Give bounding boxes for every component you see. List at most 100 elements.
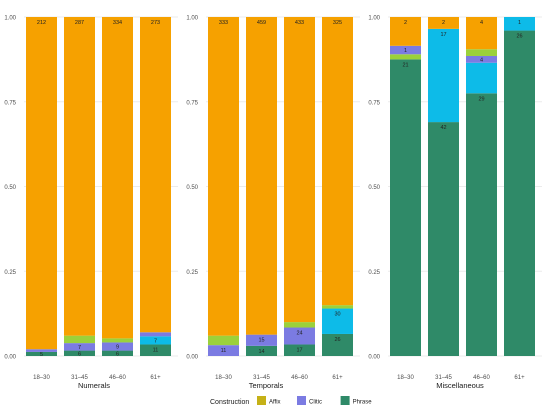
bar-segment xyxy=(322,17,353,306)
bar-segment xyxy=(428,17,459,29)
bar-segment xyxy=(390,17,421,46)
data-label: 4 xyxy=(480,57,483,63)
bar-segment xyxy=(504,30,535,357)
data-label: 6 xyxy=(116,351,119,357)
data-label: 5 xyxy=(40,352,43,358)
legend-label: Affix xyxy=(269,400,281,406)
bar-segment xyxy=(322,333,353,356)
y-tick-label: 0.00 xyxy=(368,355,380,361)
legend-swatch xyxy=(297,396,306,405)
data-label: 287 xyxy=(75,20,84,26)
data-label: 1 xyxy=(404,48,407,54)
panel-label: Temporals xyxy=(249,381,284,390)
bar-segment xyxy=(140,344,171,356)
x-tick-label: 46–60 xyxy=(109,375,126,381)
data-label: 333 xyxy=(219,20,228,26)
x-tick-label: 61+ xyxy=(150,375,161,381)
y-tick-label: 0.50 xyxy=(186,185,198,191)
y-tick-label: 0.75 xyxy=(368,100,380,106)
y-tick-label: 0.25 xyxy=(368,270,380,276)
data-label: 212 xyxy=(37,20,46,26)
legend-title: Construction xyxy=(210,399,249,406)
data-label: 17 xyxy=(296,347,302,353)
bar-segment xyxy=(26,349,57,352)
bar-segment xyxy=(466,17,497,50)
data-label: 42 xyxy=(440,125,446,131)
data-label: 14 xyxy=(258,349,264,355)
bar-segment xyxy=(246,17,277,335)
x-tick-label: 18–30 xyxy=(215,375,232,381)
data-label: 273 xyxy=(151,20,160,26)
bar-segment xyxy=(64,335,95,344)
data-label: 24 xyxy=(296,331,302,337)
bar-segment xyxy=(284,322,315,328)
data-label: 7 xyxy=(154,338,157,344)
x-tick-label: 18–30 xyxy=(33,375,50,381)
legend-swatch xyxy=(340,396,350,405)
data-label: 30 xyxy=(334,312,340,318)
data-label: 4 xyxy=(480,20,483,26)
bar-segment xyxy=(102,350,133,356)
bar-segment xyxy=(26,17,57,350)
data-label: 6 xyxy=(78,351,81,357)
data-label: 459 xyxy=(257,20,266,26)
bar-segment xyxy=(428,28,459,123)
panel-label: Miscellaneous xyxy=(436,381,484,390)
bar-segment xyxy=(208,345,239,356)
bar-segment xyxy=(64,343,95,351)
bar-segment xyxy=(26,351,57,356)
bar-segment xyxy=(284,17,315,323)
bar-segment xyxy=(64,350,95,356)
bar-segment xyxy=(102,338,133,343)
bar-segment xyxy=(208,17,239,336)
data-label: 26 xyxy=(334,337,340,343)
data-label: 29 xyxy=(478,96,484,102)
data-label: 2 xyxy=(404,20,407,26)
bar-segment xyxy=(102,342,133,351)
bar-segment xyxy=(102,17,133,339)
x-tick-label: 46–60 xyxy=(473,375,490,381)
data-label: 334 xyxy=(113,20,122,26)
x-tick-label: 18–30 xyxy=(397,375,414,381)
data-label: 9 xyxy=(116,345,119,351)
y-tick-label: 1.00 xyxy=(4,16,16,22)
panel-label: Numerals xyxy=(78,381,110,390)
legend-swatch xyxy=(257,396,266,405)
x-tick-label: 31–45 xyxy=(435,375,452,381)
bar-segment xyxy=(140,332,171,337)
bar-segment xyxy=(390,59,421,356)
x-tick-label: 46–60 xyxy=(291,375,308,381)
y-tick-label: 0.50 xyxy=(4,185,16,191)
data-label: 11 xyxy=(221,348,227,354)
y-tick-label: 0.00 xyxy=(4,355,16,361)
legend-label: Clitic xyxy=(309,400,322,406)
bar-segment xyxy=(284,344,315,356)
data-label: 7 xyxy=(78,345,81,351)
bar-segment xyxy=(140,17,171,333)
x-tick-label: 61+ xyxy=(332,375,343,381)
bar-segment xyxy=(504,17,535,31)
bar-segment xyxy=(208,335,239,346)
bar-segment xyxy=(466,62,497,94)
data-label: 325 xyxy=(333,20,342,26)
bar-segment xyxy=(428,122,459,356)
bar-segment xyxy=(390,54,421,60)
x-tick-label: 31–45 xyxy=(253,375,270,381)
bar-segment xyxy=(140,336,171,345)
bar-segment xyxy=(64,17,95,336)
y-tick-label: 1.00 xyxy=(186,16,198,22)
bar-segment xyxy=(466,49,497,56)
bar-segment xyxy=(390,45,421,55)
y-tick-label: 1.00 xyxy=(368,16,380,22)
bar-segment xyxy=(322,308,353,334)
bar-segment xyxy=(246,334,277,346)
data-label: 11 xyxy=(153,347,159,353)
legend-label: Phrase xyxy=(353,400,373,406)
bar-segment xyxy=(466,55,497,63)
data-label: 15 xyxy=(258,338,264,344)
bar-segment xyxy=(466,93,497,357)
y-tick-label: 0.25 xyxy=(186,270,198,276)
data-label: 21 xyxy=(402,62,408,68)
x-tick-label: 61+ xyxy=(514,375,525,381)
